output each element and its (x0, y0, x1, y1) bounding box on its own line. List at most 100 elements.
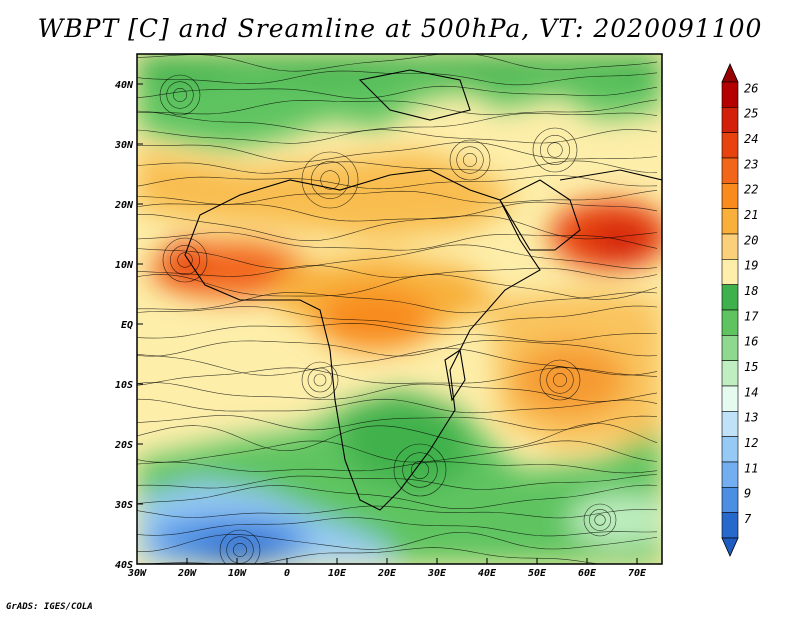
colorbar-swatch (721, 132, 739, 159)
lat-tick-label: EQ (121, 320, 133, 331)
streamline-vortex (307, 367, 333, 393)
lat-tick-label: 10S (115, 380, 133, 391)
colorbar-level-label: 14 (744, 385, 758, 399)
lon-tick-label: 20W (177, 568, 197, 579)
colorbar-level-label: 13 (744, 411, 758, 425)
lon-tick-label: 20E (377, 568, 397, 579)
colorbar-level-label: 9 (744, 487, 751, 501)
streamline-vortex (170, 245, 200, 275)
streamline (137, 382, 658, 402)
streamline-vortex (301, 151, 359, 209)
lat-tick-label: 20N (114, 200, 134, 211)
streamline-vortex (456, 146, 484, 174)
colorbar-level-label: 12 (744, 436, 758, 450)
streamline-vortex (539, 359, 581, 401)
streamline (137, 505, 658, 519)
streamline-vortex (311, 161, 349, 199)
colorbar-swatch (721, 157, 739, 184)
lat-tick-label: 30N (114, 140, 134, 151)
lat-tick-label: 20S (114, 440, 133, 451)
streamline (137, 415, 658, 431)
streamline (137, 99, 658, 115)
streamline-vortex (159, 74, 201, 116)
streamline (137, 291, 658, 314)
colorbar-swatch (721, 284, 739, 311)
streamline (137, 110, 658, 134)
colorbar-level-label: 11 (744, 461, 758, 475)
colorbar-top-arrow (721, 63, 739, 83)
streamline (137, 265, 658, 279)
streamline (137, 532, 658, 552)
colorbar-swatch (721, 411, 739, 437)
coastlines (184, 69, 662, 511)
lon-tick-label: 50E (528, 568, 547, 579)
streamline-vortex (177, 252, 193, 268)
latitude-axis: 40N 30N 20N 10N EQ 10S 20S 30S 40S (114, 80, 143, 571)
colorbar-bottom-arrow (721, 537, 739, 557)
streamline (137, 547, 601, 564)
streamline-vortex (547, 142, 563, 158)
colorbar-swatch (721, 107, 739, 133)
streamline-vortex (594, 514, 606, 526)
streamline (137, 232, 658, 251)
lat-tick-label: 40N (115, 80, 134, 91)
colorbar-level-label: 20 (744, 233, 758, 247)
streamline-vortex (532, 127, 578, 173)
colorbar-swatch (721, 259, 739, 285)
streamline (137, 423, 658, 452)
colorbar-level-label: 18 (744, 284, 758, 298)
lon-tick-label: 10W (228, 568, 247, 579)
colorbar-swatch (721, 81, 739, 108)
colorbar-level-label: 19 (744, 259, 758, 273)
streamline (137, 54, 658, 72)
lon-tick-label: 30E (427, 568, 447, 579)
lon-tick-label: 60E (578, 568, 597, 579)
grads-credit: GrADS: IGES/COLA (6, 602, 93, 612)
streamline (137, 517, 658, 537)
streamline-vortex (162, 237, 208, 283)
streamline-vortex (233, 543, 247, 557)
streamline-vortex (583, 503, 617, 537)
longitude-axis: 30W 20W 10W 0 10E 20E 30E 40E 50E 60E 70E (127, 558, 647, 579)
streamline (137, 339, 658, 357)
streamline-vortex (173, 88, 187, 102)
streamline (137, 461, 658, 474)
streamline (137, 160, 658, 174)
streamline (137, 398, 658, 414)
streamline-vortex (313, 373, 327, 387)
lat-tick-label: 30S (114, 500, 133, 511)
colorbar-swatch (721, 183, 739, 209)
streamlines (137, 54, 658, 564)
colorbar-swatch (721, 487, 739, 513)
streamline-vortex (320, 170, 340, 190)
streamline-vortex (553, 373, 567, 387)
streamline (137, 440, 658, 463)
streamline-vortex (546, 366, 574, 394)
colorbar-level-label: 17 (744, 309, 759, 323)
colorbar-swatch (721, 360, 739, 387)
colorbar-swatch (721, 335, 739, 361)
streamline-vortex (301, 361, 339, 399)
colorbar-swatch (721, 233, 739, 260)
streamline-vortex (463, 153, 477, 167)
chart-title: WBPT [C] and Sreamline at 500hPa, VT: 20… (37, 14, 763, 43)
map-frame (136, 53, 663, 565)
streamline (137, 474, 658, 490)
colorbar-level-label: 16 (744, 335, 758, 349)
streamline (137, 367, 658, 386)
streamline (137, 244, 658, 269)
wbpt-shading (137, 54, 662, 564)
streamline (137, 201, 658, 222)
colorbar-level-label: 24 (744, 132, 758, 146)
streamline (137, 323, 658, 342)
colorbar-swatch (721, 512, 739, 539)
colorbar-level-label: 22 (744, 183, 758, 197)
lon-tick-label: 30W (127, 568, 147, 579)
colorbar-swatch (721, 309, 739, 336)
colorbar-level-label: 7 (744, 512, 752, 526)
colorbar-swatch (721, 208, 739, 235)
lon-tick-label: 70E (628, 568, 647, 579)
streamline (137, 85, 658, 99)
streamline (137, 484, 658, 509)
